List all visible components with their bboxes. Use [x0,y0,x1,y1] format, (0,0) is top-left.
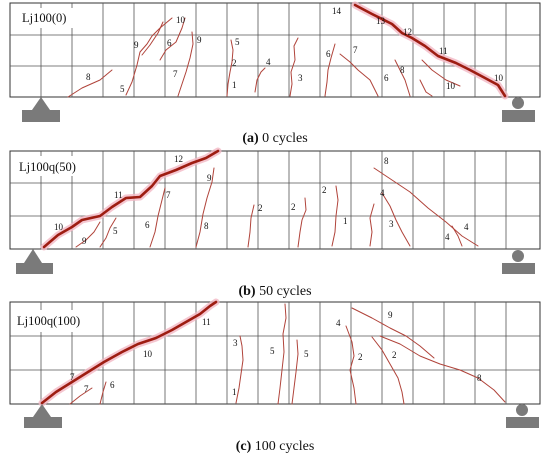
crack-label: 4 [445,232,450,242]
crack-label: 5 [120,84,125,94]
crack-label: 11 [439,46,448,56]
crack-label: 10 [446,81,456,91]
crack-label: 12 [403,27,412,37]
crack-label: 6 [384,73,389,83]
crack-label: 7 [166,190,171,200]
panel-a-supports [22,97,535,122]
crack-label: 5 [235,37,240,47]
crack-label: 10 [176,15,186,25]
crack-label: 10 [143,349,153,359]
crack-label: 8 [384,156,389,166]
crack-label: 4 [266,57,271,67]
crack-label: 8 [400,65,405,75]
crack-label: 14 [332,6,342,16]
panel-b-main-crack [42,149,220,249]
crack-label: 11 [114,190,123,200]
pin-support-icon [33,404,51,417]
crack-label: 4 [380,188,385,198]
roller-support-base [506,417,539,428]
pin-support-icon [32,97,50,110]
panel-c-cracks [69,303,506,405]
crack-label: 4 [464,222,469,232]
pin-support-base [24,417,62,428]
crack-label: 6 [145,220,150,230]
crack-label: 7 [353,45,358,55]
crack-label: 6 [110,380,115,390]
crack-label: 1 [232,387,237,397]
crack-label: 7 [70,372,75,382]
caption-letter: (a) [242,131,259,146]
panel-c-supports [24,404,539,428]
crack-label: 2 [392,350,397,360]
crack-label: 2 [232,58,237,68]
crack-label: 9 [388,310,393,320]
crack-label: 9 [134,40,139,50]
crack-label: 8 [204,221,209,231]
caption-text: 100 cycles [251,439,314,454]
panel-a-crack-labels: 14 13 12 11 10 10 9 9 8 7 7 6 6 6 5 5 4 … [86,6,504,94]
crack-label: 5 [304,349,309,359]
crack-label: 4 [336,318,341,328]
crack-label: 6 [167,38,172,48]
pin-support-base [22,110,60,122]
roller-support-icon [516,404,528,416]
crack-label: 10 [494,73,504,83]
panel-a-title: Lj100(0) [22,11,66,25]
caption-text: 50 cycles [256,284,312,299]
roller-support-base [502,110,535,122]
panel-a-caption: (a) 0 cycles [242,131,307,146]
roller-support-icon [512,97,524,109]
panel-a-grid [9,2,541,98]
panel-c-caption: (c) 100 cycles [236,439,315,454]
crack-label: 7 [173,69,178,79]
crack-label: 12 [174,154,183,164]
crack-label: 1 [343,216,348,226]
crack-label: 11 [202,317,211,327]
panel-a: Lj100(0) 14 13 12 11 10 10 9 [9,1,541,146]
crack-label: 8 [86,72,91,82]
panel-b-cracks [75,167,479,248]
panel-c-title: Lj100q(100) [17,314,80,328]
panel-b-title: Lj100q(50) [19,160,76,174]
panel-c-crack-labels: 11 10 7 7 6 3 1 5 5 4 9 2 2 8 [70,310,482,397]
crack-label: 2 [258,203,263,213]
crack-label: 2 [291,202,296,212]
crack-label: 9 [207,173,212,183]
caption-letter: (c) [236,439,252,454]
crack-label: 5 [113,226,118,236]
panel-b-crack-labels: 12 11 10 9 9 8 7 6 5 2 2 2 1 8 4 3 4 4 [54,154,469,246]
crack-label: 9 [197,35,202,45]
pin-support-base [16,263,53,274]
pin-support-icon [24,249,42,263]
roller-support-base [502,263,535,274]
crack-label: 7 [84,384,89,394]
crack-label: 8 [477,373,482,383]
crack-label: 3 [298,73,303,83]
crack-label: 3 [233,338,238,348]
crack-label: 10 [54,222,64,232]
caption-letter: (b) [238,284,255,299]
crack-label: 2 [358,352,363,362]
crack-label: 6 [326,49,331,59]
panel-a-cracks [67,17,461,98]
crack-label: 3 [389,219,394,229]
panel-a-title-bg [18,8,76,28]
panel-c-title-bg [14,310,88,332]
crack-label: 13 [376,16,386,26]
panel-c-grid [9,301,541,405]
crack-label: 5 [270,346,275,356]
caption-text: 0 cycles [259,131,308,146]
panel-b-title-bg [16,156,82,176]
crack-label: 9 [82,236,87,246]
panel-a-main-crack [353,3,507,98]
panel-b: Lj100q(50) 12 11 10 9 9 8 7 6 5 2 [9,147,541,299]
panel-b-caption: (b) 50 cycles [238,284,311,299]
crack-label: 1 [232,80,237,90]
panel-c-main-crack [40,300,218,405]
panel-b-supports [16,249,535,274]
roller-support-icon [512,250,524,262]
panel-c: Lj100q(100) 11 10 7 7 6 3 1 5 5 4 9 2 [9,298,541,454]
crack-label: 2 [322,185,327,195]
